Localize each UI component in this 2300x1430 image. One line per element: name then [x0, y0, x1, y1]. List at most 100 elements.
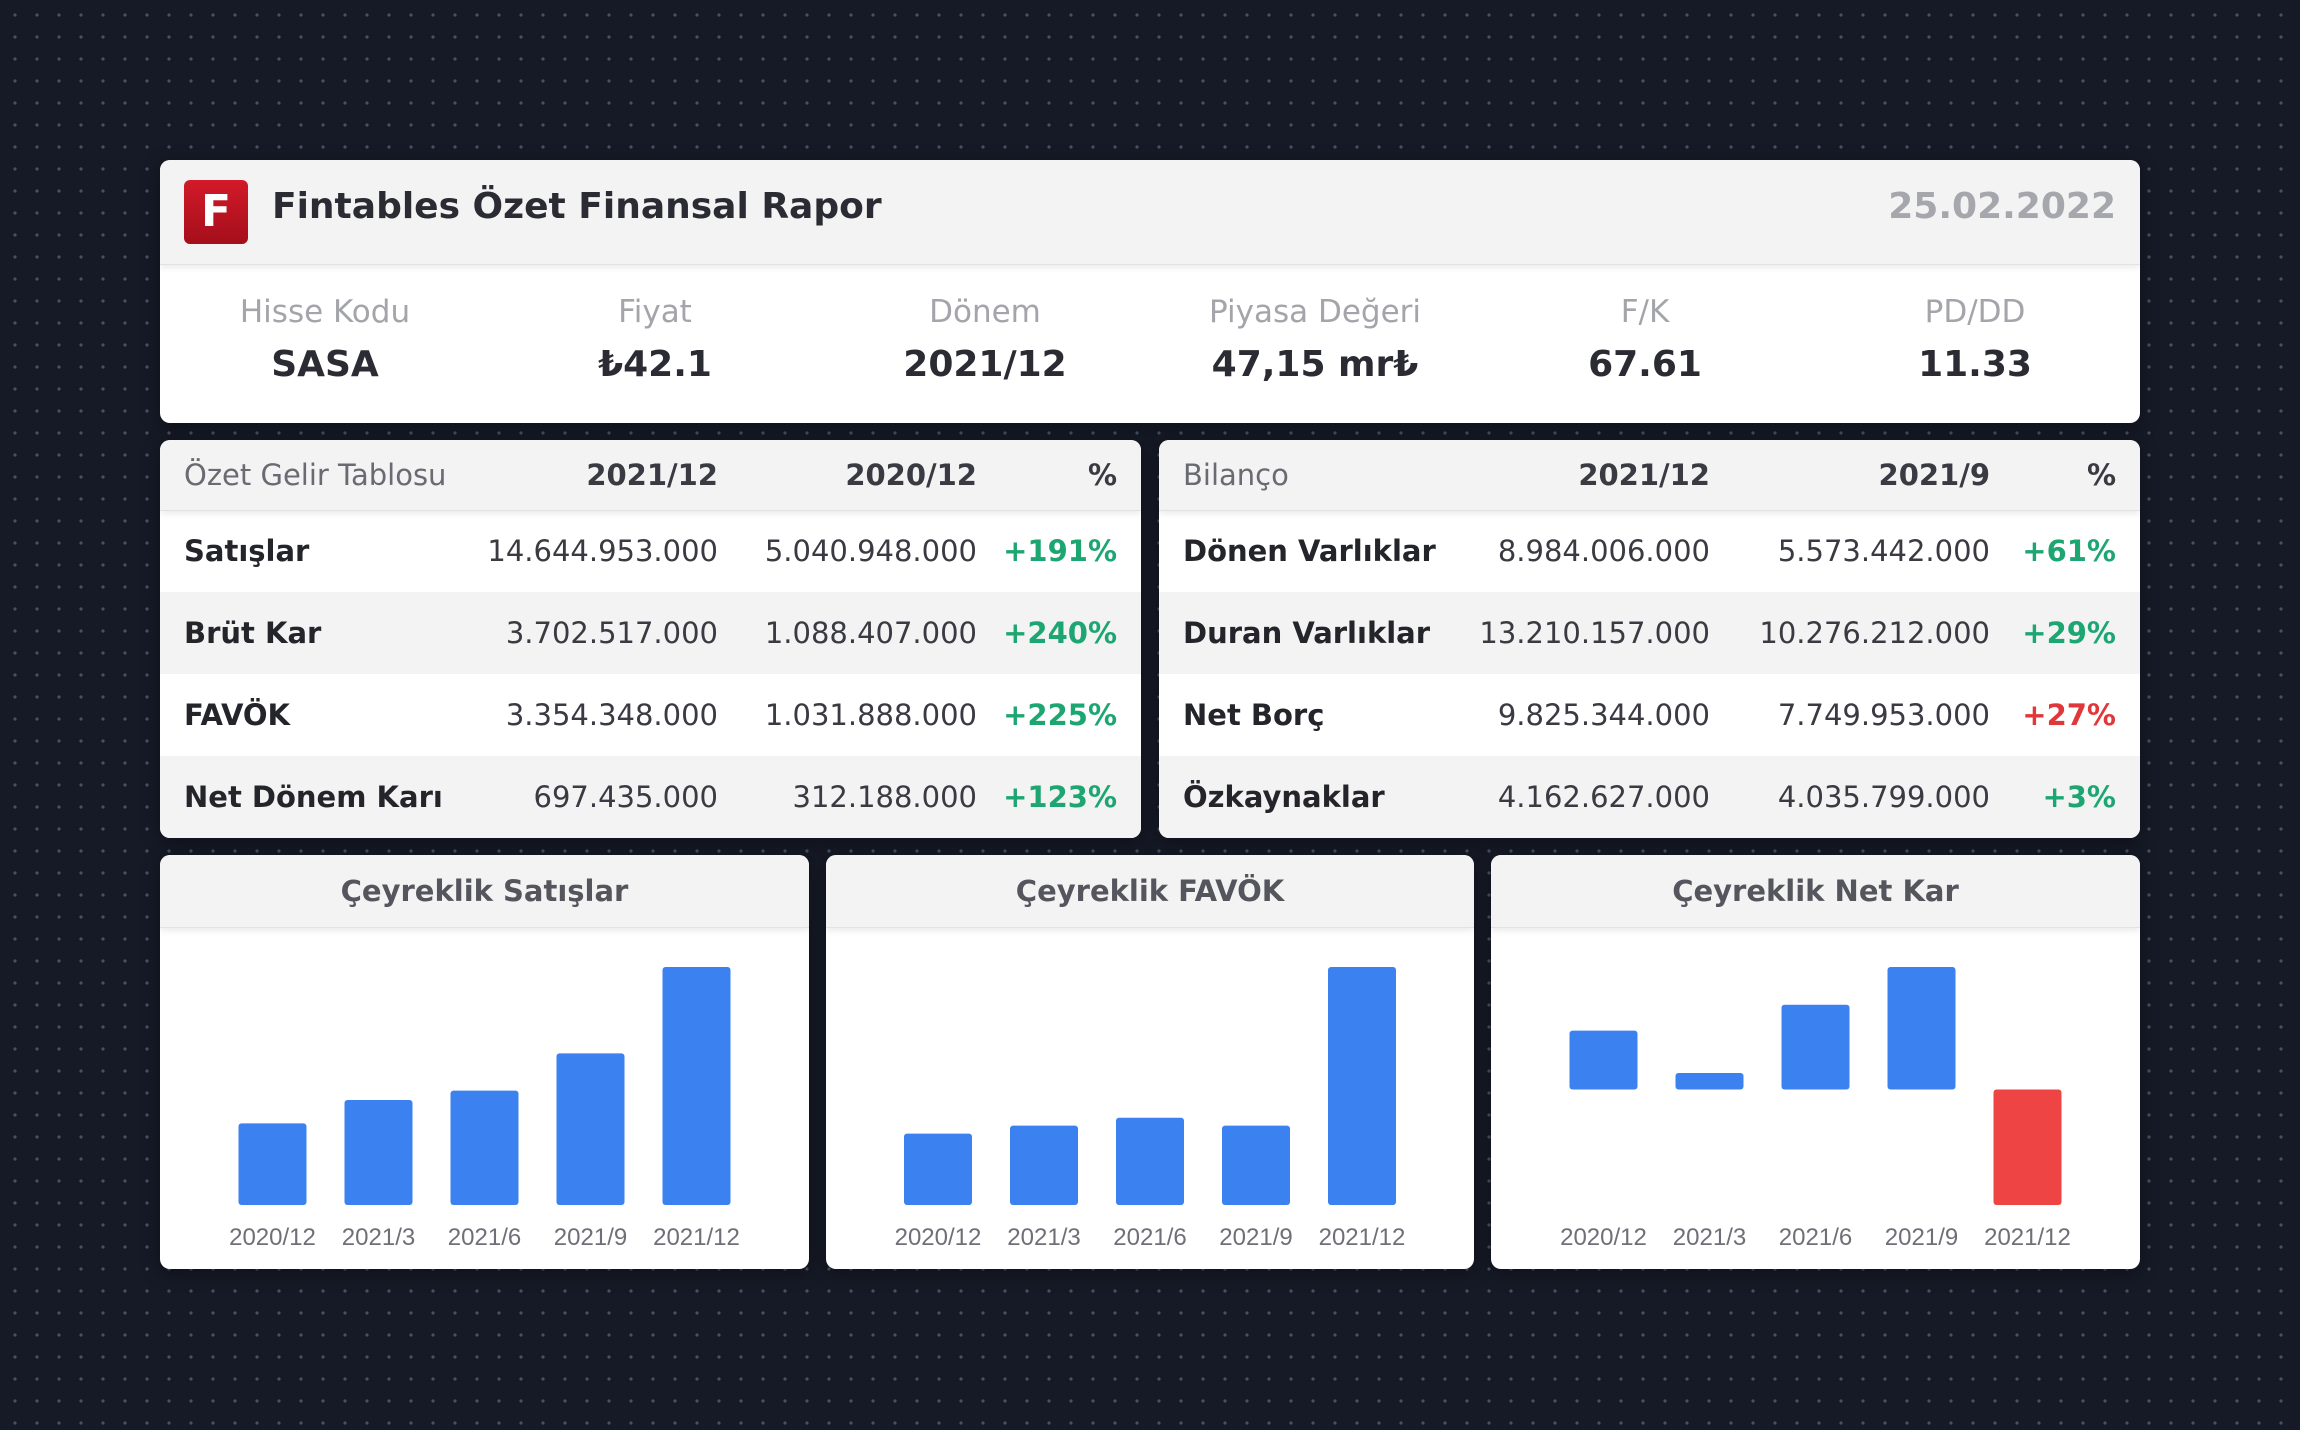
table-row: Dönen Varlıklar 8.984.006.000 5.573.442.… — [1159, 510, 2140, 592]
row-label: Duran Varlıklar — [1183, 616, 1431, 650]
x-tick-label: 2021/3 — [1673, 1224, 1746, 1251]
metric-label: Dönem — [929, 294, 1041, 330]
metric-ticker: Hisse Kodu SASA — [160, 264, 490, 423]
row-label: Net Borç — [1183, 698, 1325, 732]
header-bar: F Fintables Özet Finansal Rapor 25.02.20… — [160, 160, 2140, 265]
quarterly-ebitda-chart: Çeyreklik FAVÖK 2020/12 2021/3 2021/6 2021/… — [826, 855, 1474, 1269]
row-previous-value: 7.749.953.000 — [1777, 698, 1990, 732]
row-current-value: 9.825.344.000 — [1497, 698, 1710, 732]
bar-2020-12 — [238, 1123, 307, 1205]
row-label: Brüt Kar — [184, 616, 322, 650]
row-label: Satışlar — [184, 534, 310, 568]
x-tick-label: 2020/12 — [1560, 1224, 1647, 1251]
bar-2021-9 — [556, 1053, 625, 1205]
bar-2020-12 — [1569, 1030, 1638, 1090]
metric-price: Fiyat ₺42.1 — [490, 264, 820, 423]
table-header: Özet Gelir Tablosu 2021/12 2020/12 % — [160, 440, 1141, 511]
quarterly-net-profit-chart: Çeyreklik Net Kar 2020/12 2021/3 2021/6 202… — [1491, 855, 2140, 1269]
x-tick-label: 2021/9 — [1219, 1224, 1292, 1251]
x-tick-label: 2021/12 — [1319, 1224, 1406, 1251]
table-row: Satışlar 14.644.953.000 5.040.948.000 +1… — [160, 510, 1141, 592]
fintables-logo-icon: F — [184, 180, 248, 244]
x-tick-label: 2020/12 — [229, 1224, 316, 1251]
row-previous-value: 1.031.888.000 — [764, 698, 977, 732]
bar-2021-3 — [1010, 1125, 1078, 1205]
row-label: Özkaynaklar — [1183, 780, 1385, 814]
table-row: Brüt Kar 3.702.517.000 1.088.407.000 +24… — [160, 592, 1141, 674]
chart-title: Çeyreklik Satışlar — [160, 855, 809, 928]
bar-2021-9 — [1222, 1125, 1290, 1205]
row-previous-value: 4.035.799.000 — [1777, 780, 1990, 814]
bar-2021-12 — [1328, 967, 1396, 1205]
row-change: +225% — [1003, 698, 1117, 732]
row-current-value: 8.984.006.000 — [1497, 534, 1710, 568]
metric-value: 2021/12 — [903, 344, 1067, 385]
x-tick-label: 2021/6 — [1779, 1224, 1852, 1251]
quarterly-ebitda-plot: 2020/12 2021/3 2021/6 2021/9 2021/12 — [895, 967, 1406, 1251]
row-previous-value: 5.040.948.000 — [764, 534, 977, 568]
row-current-value: 13.210.157.000 — [1479, 616, 1710, 650]
column-header-name: Özet Gelir Tablosu — [184, 458, 447, 492]
row-current-value: 4.162.627.000 — [1497, 780, 1710, 814]
bar-2021-3 — [344, 1100, 413, 1205]
metric-market-cap: Piyasa Değeri 47,15 mr₺ — [1150, 264, 1480, 423]
table-row: Net Dönem Karı 697.435.000 312.188.000 +… — [160, 756, 1141, 838]
column-header-previous: 2020/12 — [845, 458, 977, 492]
x-tick-label: 2021/12 — [1984, 1224, 2071, 1251]
column-header-change: % — [1087, 458, 1117, 492]
x-tick-label: 2020/12 — [895, 1224, 982, 1251]
table-header: Bilanço 2021/12 2021/9 % — [1159, 440, 2140, 511]
quarterly-sales-plot: 2020/12 2021/3 2021/6 2021/9 2021/12 — [229, 967, 740, 1251]
row-current-value: 3.702.517.000 — [505, 616, 718, 650]
report-header-card: F Fintables Özet Finansal Rapor 25.02.20… — [160, 160, 2140, 423]
row-current-value: 14.644.953.000 — [487, 534, 718, 568]
bar-2021-9 — [1887, 967, 1956, 1090]
row-label: FAVÖK — [184, 698, 291, 732]
bar-2021-3 — [1675, 1073, 1744, 1090]
row-change: +240% — [1003, 616, 1117, 650]
report-title: Fintables Özet Finansal Rapor — [272, 186, 882, 227]
income-statement-table: Özet Gelir Tablosu 2021/12 2020/12 % Sat… — [160, 440, 1141, 838]
row-label: Dönen Varlıklar — [1183, 534, 1436, 568]
table-row: Özkaynaklar 4.162.627.000 4.035.799.000 … — [1159, 756, 2140, 838]
chart-title: Çeyreklik Net Kar — [1491, 855, 2140, 928]
bar-2021-12 — [662, 967, 731, 1205]
metric-label: PD/DD — [1924, 294, 2026, 330]
metric-label: Fiyat — [618, 294, 692, 330]
metric-value: ₺42.1 — [598, 344, 712, 385]
row-change: +3% — [2042, 780, 2116, 814]
metric-pe: F/K 67.61 — [1480, 264, 1810, 423]
quarterly-net-profit-plot: 2020/12 2021/3 2021/6 2021/9 2021/12 — [1560, 967, 2071, 1251]
table-row: Net Borç 9.825.344.000 7.749.953.000 +27… — [1159, 674, 2140, 756]
bar-2021-6 — [450, 1090, 519, 1205]
table-row: Duran Varlıklar 13.210.157.000 10.276.21… — [1159, 592, 2140, 674]
bar-2021-6 — [1781, 1004, 1850, 1090]
metric-label: Hisse Kodu — [239, 294, 411, 330]
x-tick-label: 2021/9 — [554, 1224, 627, 1251]
column-header-name: Bilanço — [1183, 458, 1289, 492]
row-change: +29% — [2022, 616, 2116, 650]
metric-value: SASA — [271, 344, 379, 385]
column-header-change: % — [2086, 458, 2116, 492]
row-previous-value: 312.188.000 — [792, 780, 978, 814]
row-label: Net Dönem Karı — [184, 780, 443, 814]
bar-2021-6 — [1116, 1117, 1184, 1205]
metric-label: Piyasa Değeri — [1208, 294, 1422, 330]
x-tick-label: 2021/3 — [342, 1224, 415, 1251]
metric-label: F/K — [1620, 294, 1670, 330]
metric-pb: PD/DD 11.33 — [1810, 264, 2140, 423]
key-metrics: Hisse Kodu SASA Fiyat ₺42.1 Dönem 2021/1… — [160, 264, 2140, 423]
row-change: +123% — [1003, 780, 1117, 814]
row-previous-value: 10.276.212.000 — [1759, 616, 1990, 650]
metric-value: 47,15 mr₺ — [1211, 344, 1419, 385]
quarterly-sales-chart: Çeyreklik Satışlar 2020/12 2021/3 2021/6 20… — [160, 855, 809, 1269]
metric-value: 67.61 — [1588, 344, 1702, 385]
metric-period: Dönem 2021/12 — [820, 264, 1150, 423]
column-header-current: 2021/12 — [586, 458, 718, 492]
row-change: +191% — [1003, 534, 1117, 568]
bar-2021-12 — [1993, 1089, 2062, 1205]
table-row: FAVÖK 3.354.348.000 1.031.888.000 +225% — [160, 674, 1141, 756]
column-header-previous: 2021/9 — [1878, 458, 1990, 492]
row-change: +27% — [2022, 698, 2116, 732]
x-tick-label: 2021/9 — [1885, 1224, 1958, 1251]
